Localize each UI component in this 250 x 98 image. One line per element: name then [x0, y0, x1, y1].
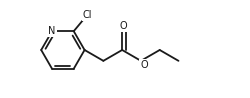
Text: N: N [48, 26, 56, 36]
Text: Cl: Cl [83, 10, 92, 20]
Text: O: O [119, 21, 127, 31]
Text: O: O [140, 60, 148, 70]
